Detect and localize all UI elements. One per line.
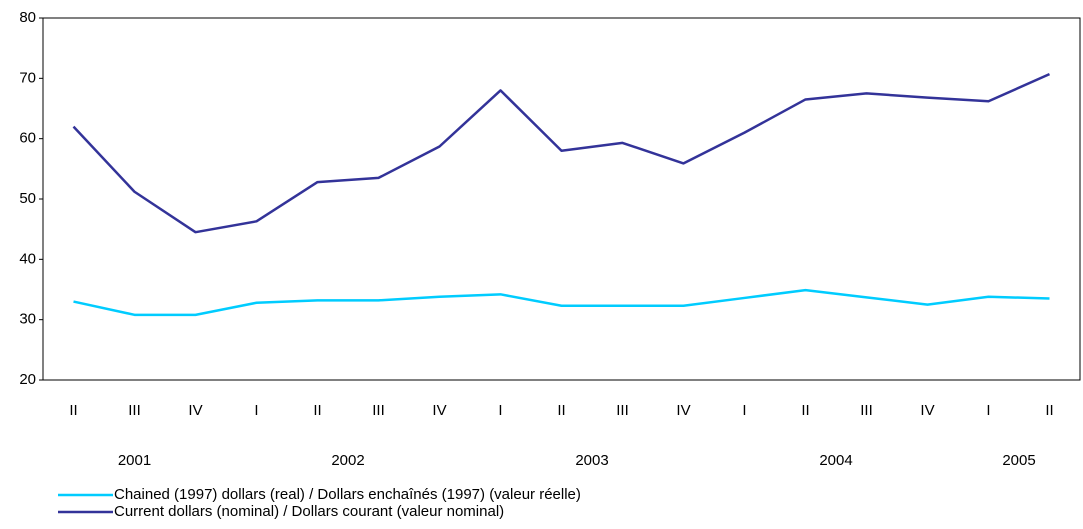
x-tick-label: I xyxy=(254,402,258,419)
year-label: 2002 xyxy=(331,452,364,469)
x-tick-label: IV xyxy=(676,402,690,419)
x-tick-label: III xyxy=(128,402,141,419)
x-tick-label: II xyxy=(801,402,809,419)
plot-frame xyxy=(42,17,1081,381)
x-tick-label: IV xyxy=(188,402,202,419)
x-tick-label: I xyxy=(742,402,746,419)
legend-label: Chained (1997) dollars (real) / Dollars … xyxy=(114,486,581,503)
year-label: 2001 xyxy=(118,452,151,469)
y-tick-label: 80 xyxy=(19,9,36,26)
y-tick-label: 40 xyxy=(19,250,36,267)
x-tick-label: I xyxy=(986,402,990,419)
x-tick-label: I xyxy=(498,402,502,419)
series-line xyxy=(72,72,1051,234)
year-label: 2005 xyxy=(1002,452,1035,469)
x-tick-label: II xyxy=(69,402,77,419)
year-label: 2004 xyxy=(819,452,852,469)
series-line xyxy=(73,288,1050,317)
legend-label: Current dollars (nominal) / Dollars cour… xyxy=(114,503,504,520)
x-tick-label: III xyxy=(616,402,629,419)
x-tick-label: IV xyxy=(432,402,446,419)
x-tick-label: IV xyxy=(920,402,934,419)
year-label: 2003 xyxy=(575,452,608,469)
x-tick-label: II xyxy=(557,402,565,419)
y-tick-label: 50 xyxy=(19,190,36,207)
y-tick-label: 70 xyxy=(19,69,36,86)
y-tick-label: 30 xyxy=(19,311,36,328)
x-tick-label: II xyxy=(1045,402,1053,419)
x-tick-label: III xyxy=(372,402,385,419)
x-tick-label: II xyxy=(313,402,321,419)
y-tick-label: 20 xyxy=(19,371,36,388)
y-tick-label: 60 xyxy=(19,130,36,147)
x-tick-label: III xyxy=(860,402,873,419)
